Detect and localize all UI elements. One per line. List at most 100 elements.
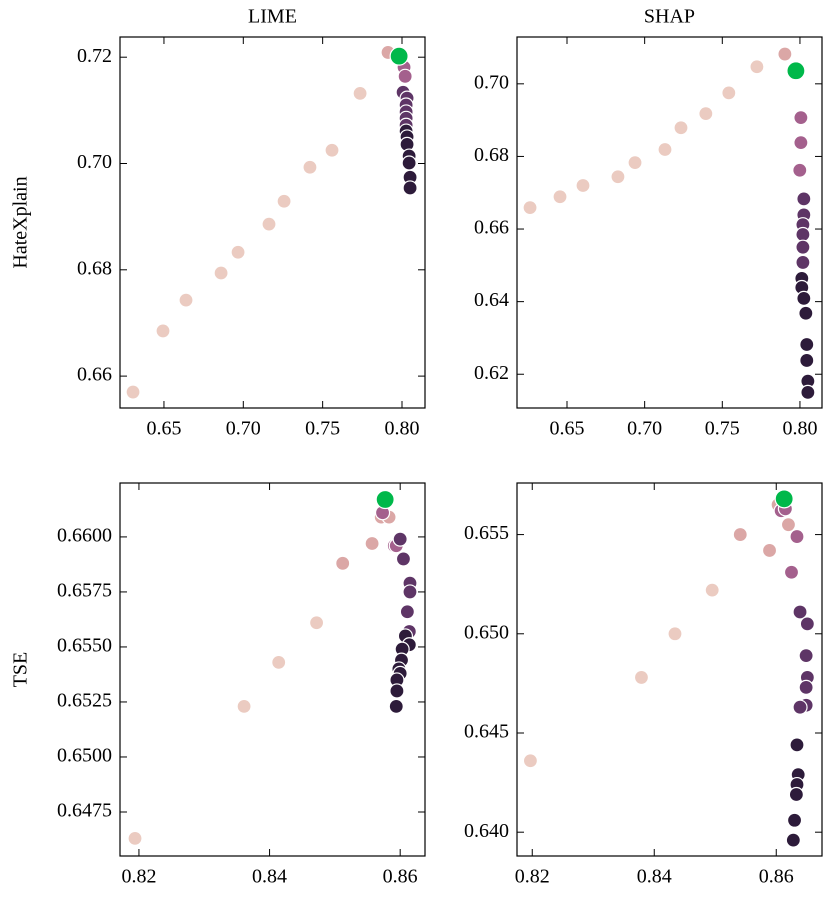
point (389, 683, 405, 699)
point (793, 109, 809, 126)
y-axis-label: TSE (10, 652, 32, 688)
x-tick-label: 0.65 (550, 418, 585, 440)
y-axis-label: HateXplain (10, 176, 32, 268)
point (673, 120, 689, 136)
point (774, 489, 794, 509)
point (633, 669, 650, 686)
point (401, 155, 417, 171)
axes-frame (516, 36, 823, 409)
point (230, 244, 246, 260)
axes-frame (516, 482, 823, 857)
point (789, 528, 805, 545)
y-tick-label: 0.68 (474, 144, 509, 166)
point (789, 737, 805, 753)
point (397, 68, 413, 84)
panel-title: LIME (248, 6, 297, 28)
point (657, 141, 673, 158)
point (213, 265, 229, 281)
y-tick-label: 0.68 (77, 257, 112, 279)
point (786, 812, 803, 828)
point (698, 105, 714, 122)
point (395, 551, 412, 567)
point (792, 604, 808, 620)
point (793, 135, 809, 151)
point (392, 531, 408, 547)
point (788, 786, 804, 803)
point (786, 61, 806, 81)
point (388, 698, 404, 714)
point (308, 615, 325, 631)
point (276, 193, 292, 209)
point (127, 830, 143, 846)
point (785, 832, 801, 848)
point (125, 384, 141, 400)
x-tick-label: 0.70 (226, 418, 261, 440)
point (777, 46, 793, 62)
axes-frame (119, 36, 426, 409)
point (522, 753, 539, 769)
point (798, 305, 814, 321)
y-tick-label: 0.6575 (57, 580, 112, 602)
y-tick-label: 0.6600 (57, 525, 112, 547)
x-tick-label: 0.82 (121, 866, 156, 888)
point (799, 352, 815, 369)
point (552, 189, 568, 205)
x-tick-label: 0.82 (515, 866, 550, 888)
y-tick-label: 0.6500 (57, 745, 112, 767)
axes-frame (119, 482, 426, 857)
y-tick-label: 0.6550 (57, 635, 112, 657)
point (335, 555, 351, 571)
point (792, 162, 808, 178)
x-tick-label: 0.80 (384, 418, 419, 440)
point (780, 517, 797, 533)
point (798, 648, 814, 664)
x-tick-label: 0.84 (252, 866, 287, 888)
x-tick-label: 0.86 (383, 866, 418, 888)
point (795, 226, 811, 243)
point (261, 216, 277, 232)
point (667, 626, 683, 642)
point (732, 526, 748, 543)
x-tick-label: 0.65 (146, 418, 181, 440)
point (704, 582, 720, 598)
point (375, 489, 395, 510)
point (799, 616, 815, 632)
point (575, 177, 591, 194)
y-tick-label: 0.645 (464, 721, 509, 743)
point (364, 535, 380, 552)
point (795, 239, 811, 255)
point (721, 85, 737, 101)
y-tick-label: 0.64 (474, 289, 509, 311)
point (783, 564, 800, 580)
point (389, 46, 409, 66)
point (792, 699, 808, 715)
point (800, 384, 816, 400)
y-tick-label: 0.66 (77, 364, 112, 386)
point (798, 679, 814, 695)
y-tick-label: 0.650 (464, 621, 509, 643)
x-tick-label: 0.84 (637, 866, 672, 888)
y-tick-label: 0.66 (474, 217, 509, 239)
point (155, 323, 171, 339)
y-tick-label: 0.6525 (57, 690, 112, 712)
point (236, 698, 252, 714)
y-tick-label: 0.6475 (57, 800, 112, 822)
point (522, 200, 538, 216)
x-tick-label: 0.80 (782, 418, 817, 440)
y-tick-label: 0.640 (464, 820, 509, 842)
point (402, 180, 418, 196)
point (271, 654, 287, 670)
y-tick-label: 0.655 (464, 522, 509, 544)
point (749, 59, 765, 75)
point (799, 336, 815, 353)
y-tick-label: 0.72 (77, 45, 112, 67)
point (761, 542, 778, 559)
x-tick-label: 0.70 (627, 418, 662, 440)
y-tick-label: 0.70 (474, 71, 509, 93)
x-tick-label: 0.75 (305, 418, 340, 440)
point (178, 292, 194, 308)
point (324, 142, 340, 158)
point (302, 159, 318, 175)
y-tick-label: 0.70 (77, 151, 112, 173)
